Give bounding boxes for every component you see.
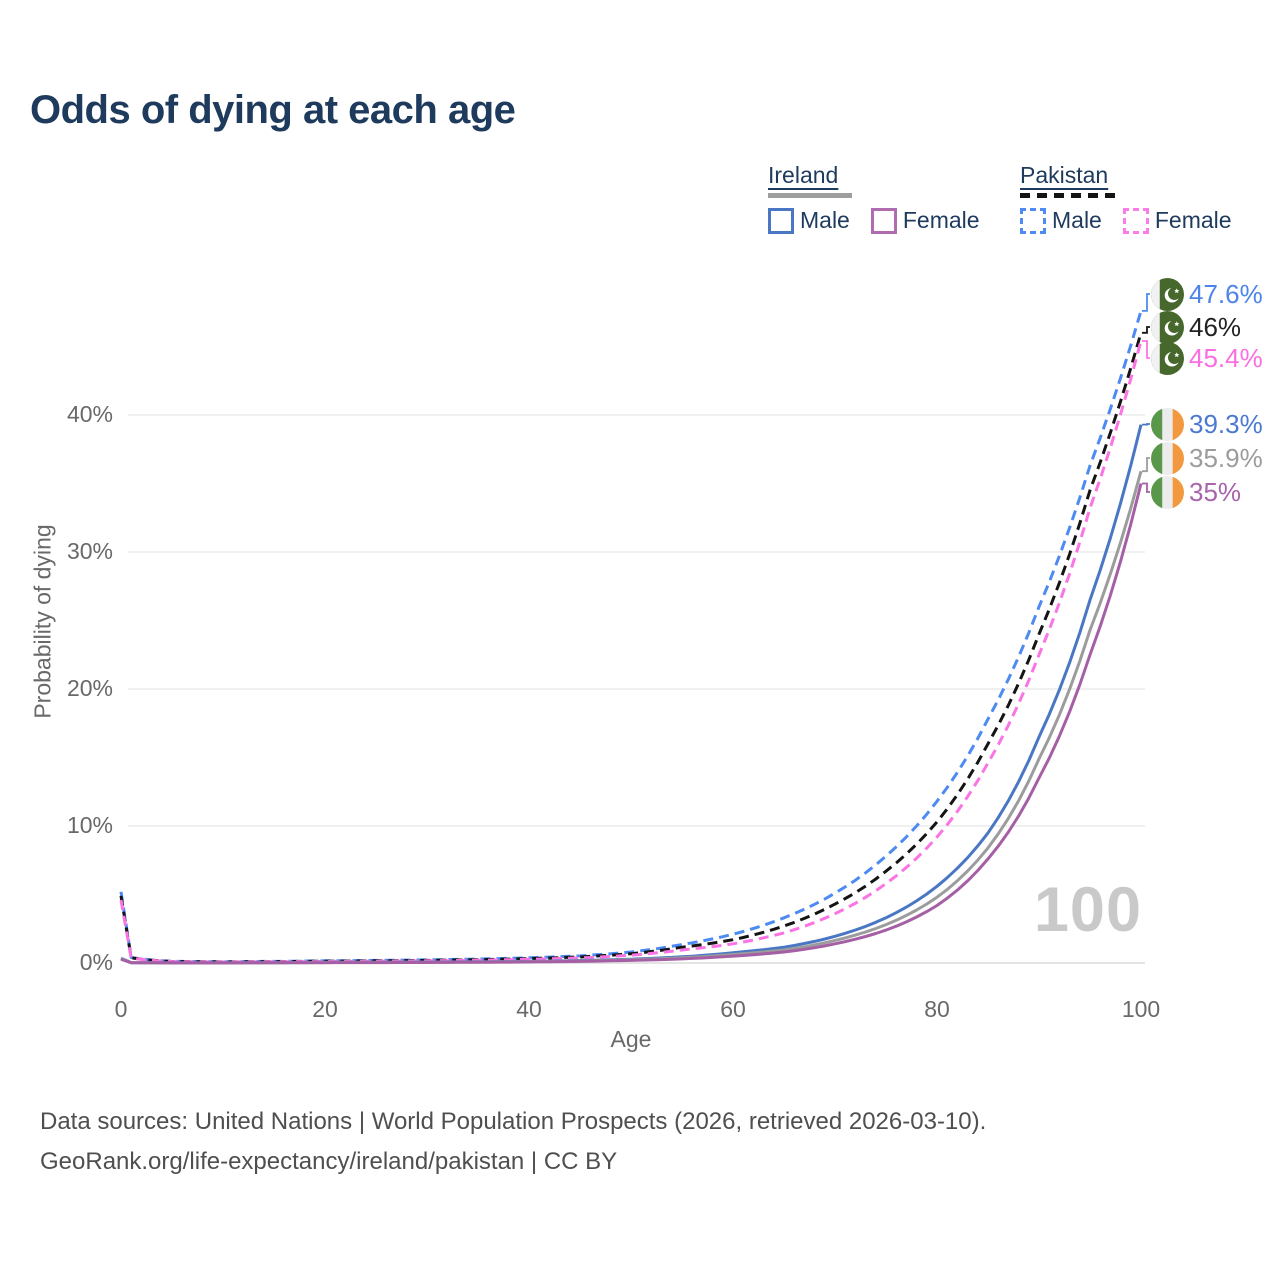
y-tick-label: 10%	[66, 812, 113, 838]
legend-header-ireland: Ireland	[768, 162, 839, 188]
footer-source-line: Data sources: United Nations | World Pop…	[40, 1108, 987, 1135]
legend-item-pakistan-female[interactable]: Female	[1122, 207, 1232, 234]
y-tick-label: 40%	[66, 401, 113, 427]
end-label-value: 39.3%	[1189, 408, 1263, 439]
legend-item-pakistan-male[interactable]: Male	[1020, 207, 1102, 234]
page-title: Odds of dying at each age	[30, 88, 516, 132]
x-axis-title: Age	[610, 1026, 652, 1052]
end-label-value: 47.6%	[1189, 278, 1263, 309]
end-label-ie_male: 39.3%	[1151, 407, 1263, 441]
y-axis-title: Probability of dying	[29, 524, 56, 719]
series-line-pk_female[interactable]	[119, 340, 1143, 964]
footer-url-line: GeoRank.org/life-expectancy/ireland/paki…	[40, 1148, 618, 1175]
end-label-ie_female: 35%	[1151, 475, 1241, 509]
x-tick-label: 80	[924, 996, 950, 1022]
legend-item-ireland-female[interactable]: Female	[870, 207, 980, 234]
end-label-ie_all: 35.9%	[1151, 441, 1263, 475]
label-connector-ie_female	[1142, 482, 1150, 493]
ireland-flag-icon	[1151, 407, 1184, 441]
x-tick-label: 20	[312, 996, 338, 1022]
label-connector-ie_all	[1142, 457, 1150, 473]
ireland-female-swatch	[870, 207, 897, 234]
end-label-value: 46%	[1189, 311, 1242, 342]
label-connector-pk_female	[1142, 340, 1150, 359]
legend-line-sample-solid	[768, 193, 852, 198]
label-connector-pk_male	[1142, 293, 1150, 312]
x-tick-label: 40	[516, 996, 542, 1022]
pakistan-male-swatch	[1020, 207, 1046, 234]
series-line-pk_male[interactable]	[119, 310, 1143, 964]
legend-line-sample-dashed	[1020, 193, 1119, 198]
pakistan-flag-icon	[1151, 341, 1184, 375]
y-tick-label: 20%	[66, 675, 113, 701]
legend-item-ireland-male[interactable]: Male	[768, 207, 850, 234]
end-label-pk_all: 46%	[1151, 310, 1241, 344]
age-watermark: 100	[1033, 875, 1142, 945]
legend-group-ireland: Ireland Male Female	[768, 162, 1001, 234]
end-label-pk_male: 47.6%	[1151, 277, 1263, 311]
label-connector-ie_male	[1142, 423, 1150, 426]
x-tick-label: 100	[1121, 996, 1161, 1022]
end-label-value: 35.9%	[1189, 442, 1263, 473]
end-label-value: 35%	[1189, 476, 1242, 507]
y-tick-label: 0%	[79, 949, 113, 975]
ireland-flag-icon	[1151, 475, 1184, 509]
ireland-flag-icon	[1151, 441, 1184, 475]
y-tick-label: 30%	[66, 538, 113, 564]
series-line-ie_female[interactable]	[120, 483, 1143, 965]
pakistan-female-swatch	[1122, 207, 1149, 234]
end-label-value: 45.4%	[1189, 342, 1263, 373]
legend-group-pakistan: Pakistan Male Female	[1020, 162, 1253, 234]
pakistan-flag-icon	[1151, 277, 1184, 311]
x-tick-label: 60	[720, 996, 746, 1022]
end-label-pk_female: 45.4%	[1151, 341, 1263, 375]
ireland-male-swatch	[768, 207, 794, 234]
label-connector-pk_all	[1142, 326, 1150, 334]
pakistan-flag-icon	[1151, 310, 1184, 344]
legend-header-pakistan: Pakistan	[1020, 162, 1109, 188]
x-tick-label: 0	[114, 996, 128, 1022]
series-line-pk_all[interactable]	[119, 332, 1143, 964]
